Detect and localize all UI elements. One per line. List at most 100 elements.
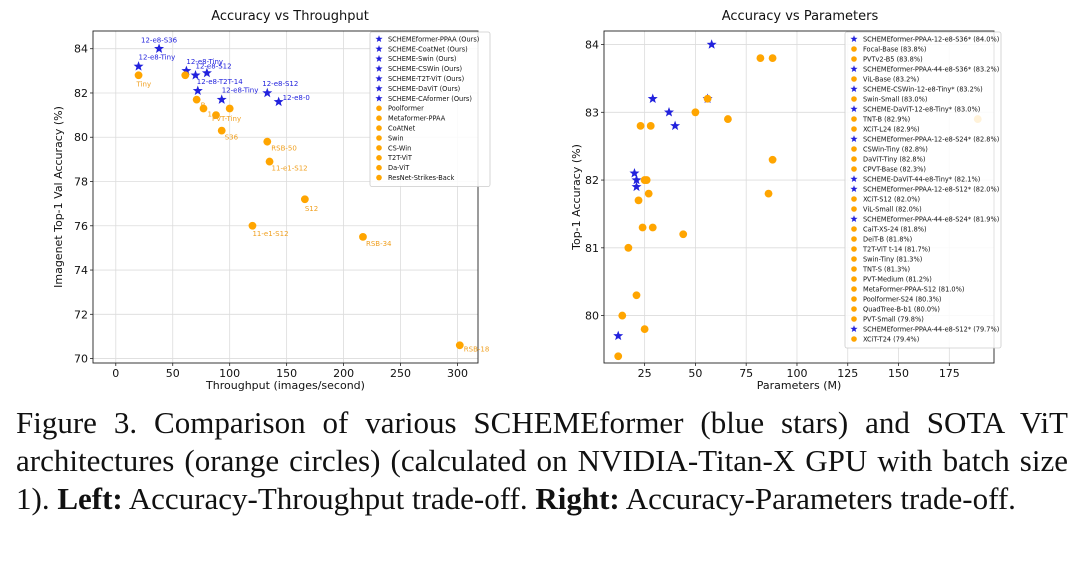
y-axis-label: Top-1 Accuracy (%) — [570, 144, 583, 251]
legend-marker — [851, 306, 857, 312]
legend-label: SCHEMEformer-PPAA-12-e8-S24* (82.8%) — [863, 135, 999, 143]
data-point-circle — [455, 341, 464, 350]
legend-label: PVT-Medium (81.2%) — [863, 275, 932, 283]
data-point-star — [613, 330, 624, 341]
data-point-star — [216, 94, 227, 104]
legend-label: QuadTree-B-b1 (80.0%) — [863, 305, 940, 313]
data-point-star — [133, 61, 144, 71]
legend-label: SCHEME-CoatNet (Ours) — [388, 45, 468, 53]
legend-marker — [375, 35, 383, 43]
legend-label: SCHEME-CSWin-12-e8-Tiny* (83.2%) — [863, 85, 983, 93]
data-point-label: 12-e8-Tiny — [222, 87, 259, 95]
legend-marker — [851, 76, 857, 82]
legend-label: Poolformer — [388, 105, 424, 113]
legend-marker — [851, 266, 857, 272]
legend-label: SCHEME-CSWin (Ours) — [388, 65, 462, 73]
data-point-circle — [212, 111, 220, 120]
legend-marker — [851, 126, 857, 132]
data-point-circle — [640, 325, 649, 334]
data-point-circle — [703, 94, 712, 103]
legend-label: SCHEMEformer-PPAA-12-e8-S12* (82.0%) — [863, 185, 999, 193]
legend-label: ViL-Small (82.0%) — [863, 205, 922, 213]
legend-marker — [375, 84, 383, 92]
legend-marker — [851, 196, 857, 202]
legend-marker — [851, 166, 857, 172]
legend-label: SCHEMEformer-PPAA-44-e8-S24* (81.9%) — [863, 215, 999, 223]
data-point-circle — [756, 54, 765, 63]
figure: 0 50 100 150 200 250 300 70 72 74 76 78 80 82 84 Accura… — [52, 9, 1002, 392]
data-point-circle — [634, 196, 643, 205]
data-point-label: 11-e1-S12 — [272, 165, 308, 173]
data-point-circle — [764, 189, 773, 198]
data-point-label: Tiny — [136, 80, 152, 88]
y-tick-label: 81 — [585, 242, 599, 255]
chart-accuracy-vs-throughput: 0 50 100 150 200 250 300 70 72 74 76 78 80 82 84 Accura… — [52, 9, 491, 392]
data-point-circle — [636, 121, 645, 130]
data-point-label: 12-e8-Tiny — [186, 58, 223, 66]
x-tick-label: 125 — [837, 367, 858, 380]
legend-label: Poolformer-S24 (80.3%) — [863, 295, 942, 303]
legend-marker — [851, 296, 857, 302]
legend-marker — [851, 56, 857, 62]
data-point-circle — [644, 189, 653, 198]
legend-marker — [851, 236, 857, 242]
legend-marker — [851, 96, 857, 102]
data-point-circle — [648, 223, 657, 232]
chart-title: Accuracy vs Throughput — [211, 9, 369, 24]
legend-marker — [851, 226, 857, 232]
data-point-circle — [691, 108, 700, 117]
legend-label: Da-ViT — [388, 164, 410, 172]
data-point-circle — [724, 115, 732, 123]
data-point-label: RSB-18 — [464, 345, 490, 353]
data-point-star — [631, 181, 642, 192]
data-point-label: 12-e8-S12 — [196, 62, 232, 70]
data-point-circle — [225, 104, 234, 113]
legend-marker — [850, 175, 858, 183]
data-point-circle — [646, 121, 655, 130]
legend-marker — [850, 85, 858, 93]
data-point-star — [631, 174, 642, 185]
data-point-star — [664, 107, 674, 117]
legend-marker — [376, 174, 382, 181]
data-point-star — [647, 93, 658, 103]
legend-label: TNT-S (81.3%) — [862, 265, 910, 273]
legend-marker — [851, 46, 857, 52]
legend-marker — [376, 125, 382, 131]
legend-label: SCHEME-CAformer (Ours) — [388, 95, 472, 103]
chart-title: Accuracy vs Parameters — [722, 9, 879, 24]
data-point-star — [190, 70, 201, 80]
legend-marker — [851, 156, 857, 162]
data-point-label: 12-e8-S12 — [262, 80, 298, 88]
legend-box — [844, 31, 1002, 349]
legend-marker — [850, 325, 858, 333]
data-point-circle — [199, 104, 208, 113]
legend-label: SCHEME-Swin (Ours) — [388, 55, 457, 63]
data-point-star — [181, 65, 192, 76]
data-point-label: RSB-50 — [271, 145, 297, 153]
data-point-circle — [614, 352, 623, 361]
data-point-circle — [624, 243, 633, 252]
legend-label: CPVT-Base (82.3%) — [863, 165, 926, 173]
data-point-circle — [192, 95, 201, 104]
data-point-label: 11-e1-S12 — [252, 230, 288, 238]
legend-marker — [376, 105, 382, 112]
x-tick-label: 150 — [276, 367, 297, 380]
legend-label: T2T-ViT — [387, 154, 413, 162]
data-point-label: PVT-Tiny — [212, 115, 241, 123]
data-point-circle — [265, 157, 274, 166]
legend-label: CaiT-XS-24 (81.8%) — [863, 225, 927, 233]
data-point-label: 12-e8-S36 — [141, 37, 178, 45]
legend-label: MetaFormer-PPAA-S12 (81.0%) — [863, 285, 964, 293]
legend-marker — [375, 74, 383, 82]
data-point-label: 12-e8-Tiny — [139, 53, 176, 61]
data-point-circle — [618, 311, 627, 320]
legend-label: XCiT-L24 (82.9%) — [863, 125, 920, 133]
legend-label: CoAtNet — [388, 125, 416, 133]
data-point-label: S36 — [225, 134, 239, 142]
data-point-star — [201, 67, 212, 78]
data-point-circle — [768, 54, 777, 63]
legend-marker — [376, 135, 382, 141]
legend-label: PVTv2-B5 (83.8%) — [863, 55, 923, 63]
legend-marker — [851, 116, 857, 122]
y-tick-label: 83 — [585, 106, 599, 119]
